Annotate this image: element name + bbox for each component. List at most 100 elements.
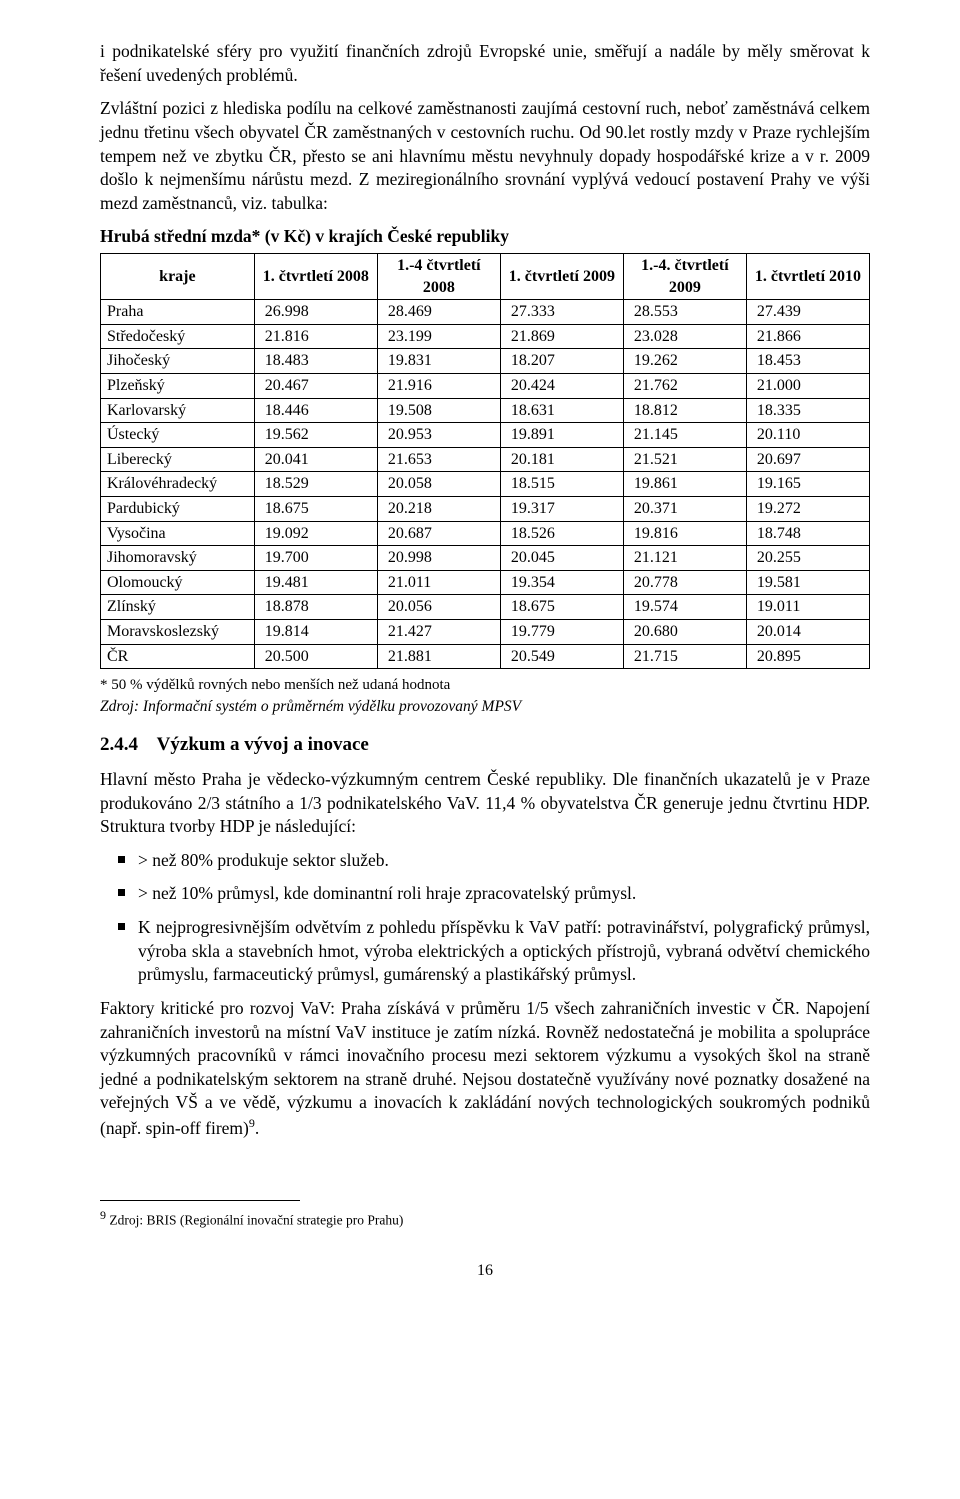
table-cell-value: 18.483 [254, 349, 377, 374]
table-cell-label: Zlínský [101, 595, 255, 620]
table-cell-value: 18.207 [500, 349, 623, 374]
table-row: Pardubický18.67520.21819.31720.37119.272 [101, 496, 870, 521]
table-cell-value: 18.526 [500, 521, 623, 546]
table-header: 1. čtvrtletí 2008 [254, 254, 377, 300]
list-item: > než 80% produkuje sektor služeb. [100, 849, 870, 873]
table-cell-label: Moravskoslezský [101, 619, 255, 644]
table-cell-label: Karlovarský [101, 398, 255, 423]
table-cell-value: 21.916 [377, 373, 500, 398]
table-cell-value: 19.779 [500, 619, 623, 644]
table-cell-value: 26.998 [254, 300, 377, 325]
table-cell-value: 21.521 [623, 447, 746, 472]
table-row: Středočeský21.81623.19921.86923.02821.86… [101, 324, 870, 349]
table-header-row: kraje 1. čtvrtletí 2008 1.-4 čtvrtletí 2… [101, 254, 870, 300]
table-cell-value: 21.121 [623, 546, 746, 571]
table-header: 1. čtvrtletí 2010 [746, 254, 869, 300]
table-cell-value: 28.469 [377, 300, 500, 325]
table-cell-value: 19.508 [377, 398, 500, 423]
table-cell-value: 20.953 [377, 423, 500, 448]
table-cell-value: 19.011 [746, 595, 869, 620]
table-cell-label: ČR [101, 644, 255, 669]
table-row: Královéhradecký18.52920.05818.51519.8611… [101, 472, 870, 497]
table-cell-value: 28.553 [623, 300, 746, 325]
table-cell-label: Středočeský [101, 324, 255, 349]
table-cell-value: 21.715 [623, 644, 746, 669]
section-paragraph-after: Faktory kritické pro rozvoj VaV: Praha z… [100, 997, 870, 1141]
table-cell-label: Plzeňský [101, 373, 255, 398]
table-cell-value: 18.515 [500, 472, 623, 497]
table-cell-value: 27.333 [500, 300, 623, 325]
table-cell-value: 20.500 [254, 644, 377, 669]
table-cell-label: Jihomoravský [101, 546, 255, 571]
table-cell-value: 20.255 [746, 546, 869, 571]
table-cell-value: 27.439 [746, 300, 869, 325]
page-number: 16 [100, 1260, 870, 1282]
table-cell-value: 20.041 [254, 447, 377, 472]
table-cell-value: 19.831 [377, 349, 500, 374]
table-cell-value: 18.631 [500, 398, 623, 423]
table-cell-value: 18.529 [254, 472, 377, 497]
table-cell-value: 21.145 [623, 423, 746, 448]
table-cell-value: 20.549 [500, 644, 623, 669]
table-cell-value: 21.427 [377, 619, 500, 644]
table-row: ČR20.50021.88120.54921.71520.895 [101, 644, 870, 669]
footnote-text: Zdroj: BRIS (Regionální inovační strateg… [106, 1213, 403, 1228]
table-row: Liberecký20.04121.65320.18121.52120.697 [101, 447, 870, 472]
table-cell-value: 21.011 [377, 570, 500, 595]
table-row: Plzeňský20.46721.91620.42421.76221.000 [101, 373, 870, 398]
table-cell-value: 23.199 [377, 324, 500, 349]
table-header: 1.-4. čtvrtletí 2009 [623, 254, 746, 300]
table-cell-value: 18.748 [746, 521, 869, 546]
list-item: K nejprogresivnějším odvětvím z pohledu … [100, 916, 870, 987]
table-cell-value: 23.028 [623, 324, 746, 349]
section-number: 2.4.4 [100, 734, 138, 755]
table-row: Praha26.99828.46927.33328.55327.439 [101, 300, 870, 325]
table-cell-label: Praha [101, 300, 255, 325]
table-cell-value: 20.895 [746, 644, 869, 669]
table-row: Zlínský18.87820.05618.67519.57419.011 [101, 595, 870, 620]
table-cell-label: Jihočeský [101, 349, 255, 374]
table-row: Vysočina19.09220.68718.52619.81618.748 [101, 521, 870, 546]
bullet-list: > než 80% produkuje sektor služeb. > než… [100, 849, 870, 987]
table-cell-value: 20.680 [623, 619, 746, 644]
table-row: Moravskoslezský19.81421.42719.77920.6802… [101, 619, 870, 644]
table-cell-value: 19.581 [746, 570, 869, 595]
table-cell-value: 20.181 [500, 447, 623, 472]
table-cell-value: 20.467 [254, 373, 377, 398]
table-cell-value: 19.481 [254, 570, 377, 595]
bottom-footnote: 9 Zdroj: BRIS (Regionální inovační strat… [100, 1207, 870, 1230]
table-cell-value: 19.317 [500, 496, 623, 521]
table-cell-value: 19.092 [254, 521, 377, 546]
table-cell-value: 20.778 [623, 570, 746, 595]
table-cell-value: 20.697 [746, 447, 869, 472]
table-cell-value: 19.861 [623, 472, 746, 497]
table-cell-value: 19.165 [746, 472, 869, 497]
table-cell-value: 20.110 [746, 423, 869, 448]
section-heading: 2.4.4 Výzkum a vývoj a inovace [100, 732, 870, 758]
table-cell-value: 20.056 [377, 595, 500, 620]
section-after-text: Faktory kritické pro rozvoj VaV: Praha z… [100, 998, 870, 1138]
wage-table: kraje 1. čtvrtletí 2008 1.-4 čtvrtletí 2… [100, 253, 870, 669]
table-source: Zdroj: Informační systém o průměrném výd… [100, 697, 870, 718]
table-cell-label: Ústecký [101, 423, 255, 448]
table-cell-value: 18.335 [746, 398, 869, 423]
table-cell-value: 21.869 [500, 324, 623, 349]
table-cell-value: 19.262 [623, 349, 746, 374]
table-cell-label: Pardubický [101, 496, 255, 521]
intro-paragraph-2: Zvláštní pozici z hlediska podílu na cel… [100, 97, 870, 215]
table-cell-value: 21.653 [377, 447, 500, 472]
table-cell-value: 19.272 [746, 496, 869, 521]
table-cell-value: 20.014 [746, 619, 869, 644]
table-cell-value: 21.000 [746, 373, 869, 398]
table-cell-value: 20.058 [377, 472, 500, 497]
table-cell-value: 19.700 [254, 546, 377, 571]
list-item: > než 10% průmysl, kde dominantní roli h… [100, 882, 870, 906]
table-cell-value: 21.816 [254, 324, 377, 349]
table-cell-value: 18.446 [254, 398, 377, 423]
section-intro: Hlavní město Praha je vědecko-výzkumným … [100, 768, 870, 839]
table-cell-value: 19.574 [623, 595, 746, 620]
table-cell-value: 18.675 [254, 496, 377, 521]
table-cell-value: 20.687 [377, 521, 500, 546]
table-cell-value: 18.812 [623, 398, 746, 423]
table-cell-value: 20.045 [500, 546, 623, 571]
